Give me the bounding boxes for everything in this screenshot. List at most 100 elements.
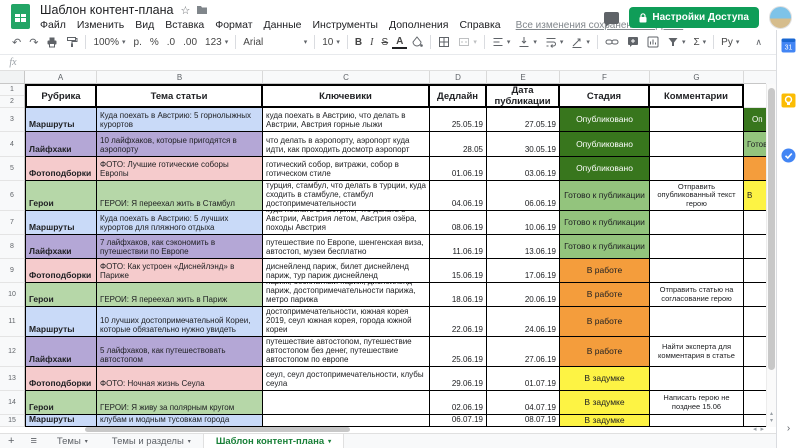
menu-item-6[interactable]: Инструменты [312,19,378,31]
table-header-cell[interactable]: Стадия [560,84,650,108]
cell-topic[interactable]: 10 лучших достопримечательной Кореи, кот… [97,307,263,337]
cell-stage[interactable]: В работе [560,337,650,367]
cell-pubdate[interactable]: 20.06.19 [487,283,560,307]
cell-topic[interactable]: ГЕРОИ: Я переехал жить в Париж [97,283,263,307]
cell-stage[interactable]: В задумке [560,415,650,427]
menu-item-5[interactable]: Данные [263,19,302,31]
insert-chart-icon[interactable] [643,33,663,51]
scroll-left-icon[interactable]: ◂ [752,426,761,433]
cell-keywords[interactable]: диснейленд париж, билет диснейленд париж… [263,259,430,283]
decrease-decimals-button[interactable]: .0 [166,36,176,48]
cell-stage[interactable]: Готово к публикации [560,181,650,211]
cell-stage[interactable]: В работе [560,283,650,307]
comments-icon[interactable] [604,11,620,27]
table-header-cell[interactable]: Комментарии [650,84,744,108]
table-header-cell[interactable]: Дедлайн [430,84,487,108]
menu-item-0[interactable]: Файл [40,19,66,31]
print-icon[interactable] [42,33,62,51]
cell-stage[interactable]: В работе [560,259,650,283]
strikethrough-button[interactable]: S [381,36,389,48]
vertical-align-icon[interactable]: ▾ [514,33,541,51]
cell-deadline[interactable]: 29.06.19 [430,367,487,391]
column-header-h-partial[interactable] [744,71,766,84]
scroll-up-icon[interactable]: ▴ [769,411,773,417]
filter-icon[interactable]: ▾ [663,33,690,51]
cell-topic[interactable]: ГЕРОИ: Я живу за полярным кругом [97,391,263,415]
cell-stage[interactable]: В задумке [560,367,650,391]
text-wrap-icon[interactable]: ▾ [541,33,568,51]
cell-topic[interactable]: ФОТО: Как устроен «Диснейлэнд» в Париже [97,259,263,283]
cell-deadline[interactable]: 25.06.19 [430,337,487,367]
cell-rubric[interactable]: Маршруты [25,415,97,427]
row-number[interactable]: 8 [0,235,25,259]
italic-button[interactable]: I [370,36,374,48]
vertical-scrollbar-thumb[interactable] [768,88,775,370]
cell-topic[interactable]: 5 лайфхаков, как путешествовать автостоп… [97,337,263,367]
text-rotation-icon[interactable]: ▾ [567,33,594,51]
cell-rubric[interactable]: Лайфхаки [25,132,97,157]
cell-keywords[interactable]: сеул, сеул достопримечательности, клубы … [263,367,430,391]
cell-pubdate[interactable]: 10.06.19 [487,211,560,235]
cell-h-partial[interactable] [744,307,766,337]
cell-stage[interactable]: Готово к публикации [560,235,650,259]
cell-topic[interactable]: Куда поехать в Австрию: 5 лучших курорто… [97,211,263,235]
vertical-scrollbar[interactable]: ▴ ▾ [766,84,776,427]
cell-h-partial[interactable] [744,235,766,259]
scroll-right-icon[interactable]: ▸ [760,426,768,433]
document-title[interactable]: Шаблон контент-плана [40,3,174,17]
cell-h-partial[interactable]: Оп [744,108,766,132]
avatar[interactable] [769,6,792,29]
cell-comment[interactable]: Отправить опубликованный текст герою [650,181,744,211]
row-number[interactable]: 13 [0,367,25,391]
cell-comment[interactable] [650,108,744,132]
font-size-select[interactable]: 10 ▾ [322,36,340,48]
undo-icon[interactable]: ↶ [12,36,22,49]
column-header-F[interactable]: F [560,71,650,84]
cell-keywords[interactable]: готический собор, витражи, собор в готич… [263,157,430,181]
cell-comment[interactable] [650,415,744,427]
row-number[interactable]: 5 [0,157,25,181]
header-cell-h-partial[interactable] [744,84,766,108]
increase-decimals-button[interactable]: .00 [183,36,198,48]
row-number[interactable]: 9 [0,259,25,283]
cell-rubric[interactable]: Фотоподборки [25,157,97,181]
cell-comment[interactable] [650,211,744,235]
save-status-link[interactable]: Все изменения сохранены на Диске [515,19,684,31]
cell-h-partial[interactable]: В [744,181,766,211]
cell-keywords[interactable]: куда поехать в Австрию, что делать в Авс… [263,108,430,132]
cell-keywords[interactable] [263,391,430,415]
move-folder-icon[interactable] [196,5,208,15]
cell-stage[interactable]: В работе [560,307,650,337]
cell-deadline[interactable]: 01.06.19 [430,157,487,181]
cell-h-partial[interactable] [744,391,766,415]
horizontal-scrollbar-thumb[interactable] [85,427,350,432]
keep-icon[interactable] [781,93,796,108]
cell-h-partial[interactable] [744,367,766,391]
tasks-icon[interactable] [781,148,796,163]
fill-color-icon[interactable] [407,33,427,51]
cell-comment[interactable]: Написать герою не позднее 15.06 [650,391,744,415]
sheets-logo-icon[interactable] [10,4,31,29]
row-number[interactable]: 12 [0,337,25,367]
addon-py-button[interactable]: Ру ▾ [721,36,740,48]
cell-deadline[interactable]: 28.05 [430,132,487,157]
row-number[interactable]: 10 [0,283,25,307]
table-header-cell[interactable]: Дата публикации [487,84,560,108]
horizontal-scrollbar[interactable]: ◂▸ [0,426,776,433]
cell-topic[interactable]: ФОТО: Ночная жизнь Сеула [97,367,263,391]
sheet-tab-0[interactable]: Темы ▾ [45,434,100,448]
cell-rubric[interactable]: Герои [25,283,97,307]
cell-pubdate[interactable]: 06.06.19 [487,181,560,211]
cell-comment[interactable] [650,235,744,259]
sheet-tab-2[interactable]: Шаблон контент-плана ▾ [202,434,345,448]
merge-cells-icon[interactable]: ▾ [454,33,481,51]
zoom-select[interactable]: 100% ▾ [93,36,126,48]
row-number[interactable]: 1 [0,84,24,96]
chevron-down-icon[interactable]: ▾ [84,438,88,445]
row-number[interactable]: 2 [0,96,24,108]
cell-keywords[interactable]: что делать в аэропорту, аэропорт куда ид… [263,132,430,157]
row-number[interactable]: 7 [0,211,25,235]
column-header-E[interactable]: E [487,71,560,84]
chevron-down-icon[interactable]: ▾ [187,438,191,445]
cell-topic[interactable]: ГЕРОИ: Я переехал жить в Стамбул [97,181,263,211]
